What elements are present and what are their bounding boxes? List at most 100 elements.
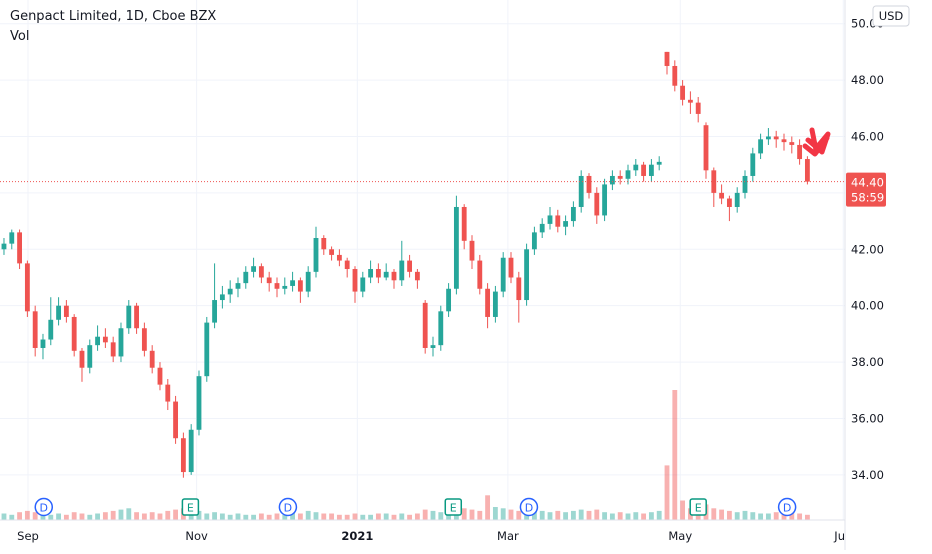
y-tick-label: 42.00 (851, 242, 884, 256)
volume-bar (625, 513, 631, 520)
candle-body (485, 288, 491, 317)
candle-body (40, 339, 46, 348)
candle-body (344, 260, 350, 270)
volume-bar (188, 512, 194, 520)
volume-bar (383, 513, 389, 520)
candle-body (773, 136, 779, 140)
candle-body (297, 280, 303, 292)
candle-body (258, 266, 264, 278)
candle-body (290, 280, 296, 286)
volume-bar (734, 512, 740, 520)
candle-body (134, 305, 140, 329)
volume-bar (617, 512, 623, 520)
volume-bar (430, 510, 436, 520)
event-label: D (40, 502, 48, 515)
volume-bar (32, 512, 38, 520)
candle-body (625, 170, 631, 179)
candle-body (274, 283, 280, 289)
earnings-marker (689, 498, 707, 516)
volume-bar (539, 510, 545, 520)
candle-body (500, 257, 506, 292)
candle-body (204, 322, 210, 377)
candle-body (781, 139, 787, 143)
volume-bar (110, 510, 116, 520)
volume-bar (602, 512, 608, 520)
candle-body (594, 192, 600, 216)
volume-bar (726, 510, 732, 520)
volume-bar (399, 513, 405, 520)
volume-bar (102, 512, 108, 520)
volume-bar (781, 513, 787, 520)
candle-body (173, 401, 179, 439)
volume-bar (789, 512, 795, 520)
volume-bar (797, 513, 803, 520)
volume-bar (656, 510, 662, 520)
volume-bar (118, 509, 124, 520)
volume-bar (24, 510, 30, 520)
volume-bar (204, 513, 210, 520)
candle-body (391, 271, 397, 281)
event-label: E (450, 502, 457, 515)
event-label: E (695, 502, 702, 515)
volume-bar (56, 513, 61, 520)
candle-body (719, 192, 725, 199)
x-tick-label: Nov (185, 529, 208, 543)
candle-body (399, 260, 405, 281)
volume-bar (251, 514, 257, 520)
volume-bar (141, 513, 147, 520)
candle-body (656, 161, 662, 165)
candle-body (32, 311, 38, 348)
currency-button[interactable] (872, 5, 910, 27)
event-label: D (783, 502, 791, 515)
candle-body (118, 328, 124, 357)
candle-body (219, 294, 225, 301)
candle-body (711, 170, 717, 193)
candles (1, 51, 810, 478)
candle-body (555, 215, 561, 227)
volume-bar (609, 513, 615, 520)
volume-bar (165, 510, 171, 520)
last-price-label: 44.40 (851, 176, 884, 190)
volume-bar (219, 513, 225, 520)
candle-body (469, 240, 475, 261)
volume-bar (258, 513, 264, 520)
candle-body (617, 175, 623, 179)
candle-body (180, 438, 186, 473)
candle-body (531, 232, 537, 250)
x-tick-label: 2021 (341, 529, 373, 543)
candle-body (212, 300, 218, 323)
candle-body (165, 384, 171, 402)
event-label: E (187, 502, 194, 515)
volume-label: Vol (10, 29, 29, 44)
candle-body (680, 85, 686, 100)
volume-bar (375, 513, 381, 520)
volume-bar (305, 510, 311, 520)
candle-body (461, 206, 467, 241)
volume-bar (282, 514, 288, 520)
countdown-label: 58:59 (851, 191, 884, 205)
currency[interactable]: USD (879, 9, 904, 23)
candle-body (110, 342, 116, 357)
candle-body (56, 305, 61, 320)
candle-body (438, 311, 444, 346)
candle-body (157, 367, 163, 385)
volume-bar (555, 510, 561, 520)
candle-body (641, 164, 647, 176)
candle-body (63, 305, 69, 317)
event-label: D (284, 502, 292, 515)
candle-body (266, 277, 272, 284)
y-tick-label: 34.00 (851, 468, 884, 482)
volume-bar (71, 512, 77, 520)
volume-bar (9, 514, 15, 520)
candle-body (726, 198, 732, 207)
volume-bar (149, 512, 155, 520)
dividend-marker (34, 497, 54, 517)
volume-bar (243, 514, 249, 520)
chart-title: Genpact Limited, 1D, Cboe BZX (10, 9, 216, 24)
volume-bar (126, 508, 132, 520)
x-tick-label: May (668, 529, 692, 543)
candle-body (672, 65, 678, 86)
candle-body (87, 345, 93, 368)
earnings-marker (181, 498, 200, 516)
